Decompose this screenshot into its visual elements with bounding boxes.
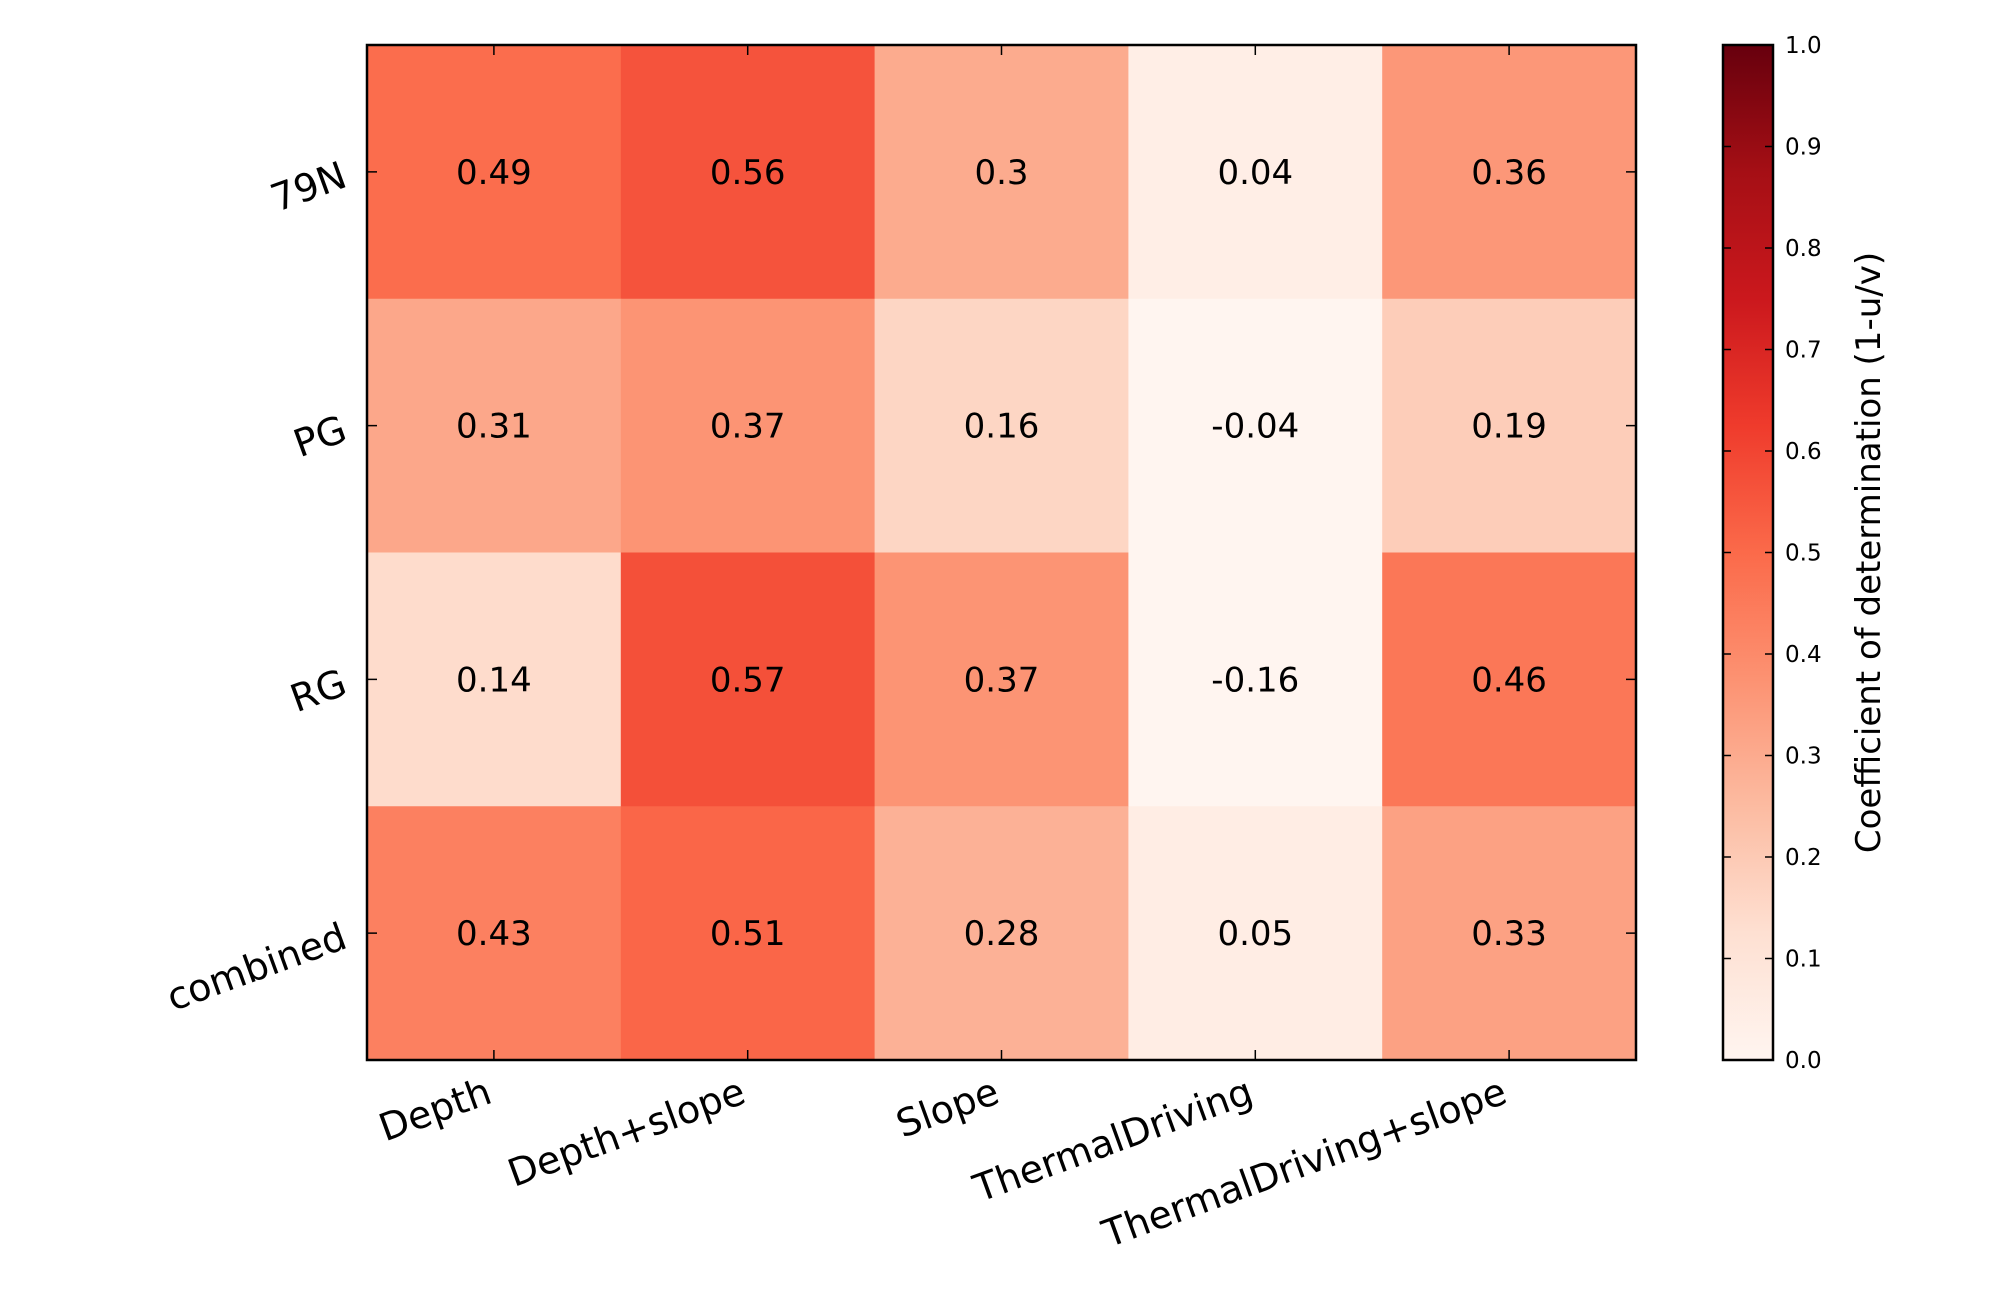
heatmap-value-labels: 0.49 0.56 0.3 0.04 0.36 0.31 0.37 0.16 -0.04 0.19… [456, 153, 1547, 954]
heatmap-cell [1128, 298, 1383, 553]
colorbar-tick-label: 0.1 [1785, 947, 1822, 973]
cell-value-label: 0.46 [1471, 660, 1547, 700]
heatmap-cell [620, 552, 876, 807]
y-tick-label: RG [285, 660, 353, 720]
x-tick-label: Depth+slope [502, 1069, 751, 1195]
colorbar-tick-label: 0.3 [1785, 744, 1822, 770]
cell-value-label: 0.36 [1471, 153, 1547, 193]
cell-value-label: -0.04 [1211, 407, 1299, 447]
cell-value-label: 0.49 [456, 153, 532, 193]
cell-value-label: 0.51 [710, 914, 786, 954]
colorbar-tick-label: 0.5 [1785, 541, 1822, 567]
heatmap-cell [1128, 806, 1383, 1061]
x-axis-tick-labels: Depth Depth+slope SlopeThermalDrivingTherm… [373, 1069, 1512, 1256]
heatmap-cell [1382, 552, 1637, 807]
cell-value-label: 0.16 [964, 407, 1040, 447]
colorbar-tick-label: 0.2 [1785, 845, 1822, 871]
colorbar-ticks: 0.0 0.1 0.2 0.3 0.4 0.5 0.6 0.7 0.8 0.9 1.0 [1723, 33, 1822, 1074]
cell-value-label: 0.3 [974, 153, 1028, 193]
cell-value-label: 0.57 [710, 660, 786, 700]
colorbar-tick-label: 0.4 [1785, 642, 1822, 668]
cell-value-label: 0.04 [1217, 153, 1293, 193]
heatmap-cell [1128, 45, 1383, 300]
heatmap-cell [367, 552, 622, 807]
cell-value-label: -0.16 [1211, 660, 1299, 700]
colorbar-tick-label: 1.0 [1785, 33, 1822, 59]
cell-value-label: 0.33 [1471, 914, 1547, 954]
cell-value-label: 0.05 [1217, 914, 1293, 954]
heatmap-cells [367, 45, 1637, 1061]
x-tick-label: Slope [890, 1069, 1004, 1146]
heatmap-cell [874, 552, 1129, 807]
cell-value-label: 0.14 [456, 660, 532, 700]
cell-value-label: 0.37 [964, 660, 1040, 700]
x-tick-label: Depth [373, 1069, 497, 1150]
y-tick-label: combined [161, 914, 352, 1019]
colorbar-tick-label: 0.6 [1785, 439, 1822, 465]
heatmap-cell [1382, 806, 1637, 1061]
heatmap-cell [1382, 45, 1637, 300]
heatmap-cell [874, 806, 1129, 1061]
y-axis-tick-labels: 79N PG RG combined [161, 153, 352, 1020]
heatmap-cell [620, 806, 876, 1061]
colorbar: 0.0 0.1 0.2 0.3 0.4 0.5 0.6 0.7 0.8 0.9 1.0 Coeffi… [1721, 33, 1889, 1074]
cell-value-label: 0.37 [710, 407, 786, 447]
heatmap-cell [367, 806, 622, 1061]
y-tick-label: PG [288, 407, 352, 466]
heatmap-cell [1128, 552, 1383, 807]
colorbar-gradient [1721, 43, 1775, 1062]
heatmap-cell [620, 45, 876, 300]
cell-value-label: 0.43 [456, 914, 532, 954]
heatmap-cell [367, 298, 622, 553]
heatmap-cell [874, 45, 1129, 300]
x-tick-label: ThermalDriving+slope [1096, 1069, 1512, 1256]
y-tick-label: 79N [265, 153, 352, 221]
cell-value-label: 0.31 [456, 407, 532, 447]
cell-value-label: 0.28 [964, 914, 1040, 954]
colorbar-tick-label: 0.8 [1785, 236, 1822, 262]
cell-value-label: 0.19 [1471, 407, 1547, 447]
heatmap-cell [620, 298, 876, 553]
heatmap-cell [1382, 298, 1637, 553]
cell-value-label: 0.56 [710, 153, 786, 193]
colorbar-label: Coefficient of determination (1-u/v) [1849, 252, 1889, 853]
heatmap-cell [874, 298, 1129, 553]
colorbar-tick-label: 0.7 [1785, 338, 1822, 364]
colorbar-tick-label: 0.9 [1785, 135, 1822, 161]
heatmap-cell [367, 45, 622, 300]
colorbar-tick-label: 0.0 [1785, 1048, 1822, 1074]
axis-ticks [367, 45, 1636, 1060]
